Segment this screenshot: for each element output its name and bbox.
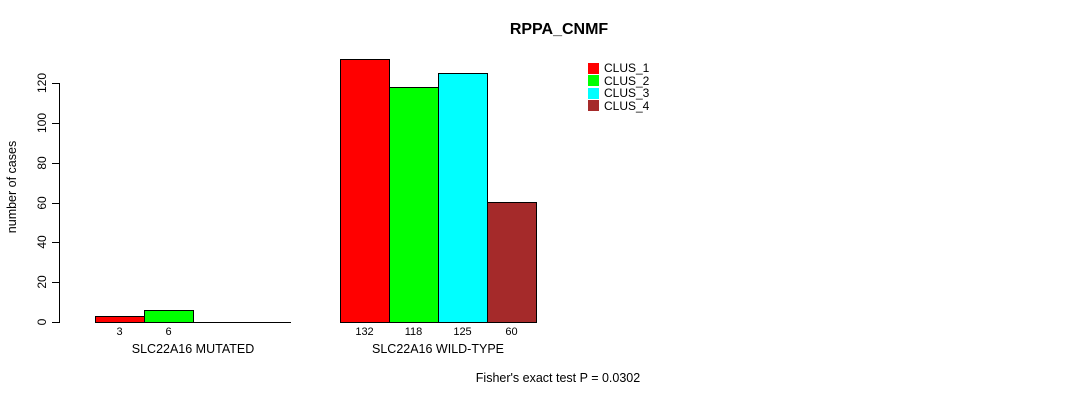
y-axis-line: [59, 83, 60, 323]
legend: CLUS_1 CLUS_2 CLUS_3 CLUS_4: [588, 62, 649, 112]
group-label: SLC22A16 WILD-TYPE: [372, 342, 504, 356]
y-axis-tick: [52, 202, 59, 204]
legend-swatch-icon: [588, 87, 599, 99]
y-axis-tick: [52, 83, 59, 84]
bar-clus_3: [438, 73, 488, 323]
chart-title: RPPA_CNMF: [509, 21, 609, 38]
bar-value-label: 6: [165, 326, 172, 338]
legend-label: CLUS_4: [604, 98, 650, 113]
fisher-test-annotation: Fisher's exact test P = 0.0302: [475, 371, 641, 385]
legend-label: CLUS_1: [604, 61, 650, 76]
y-axis-tick: [52, 322, 59, 323]
bar-clus_2: [389, 87, 439, 323]
y-axis-tick: [52, 242, 59, 244]
bar-value-label: 132: [355, 326, 374, 338]
y-axis-tick-label: 100: [35, 112, 49, 133]
y-axis-tick: [52, 162, 59, 164]
y-axis-tick-label: 120: [35, 72, 49, 94]
legend-swatch-icon: [588, 62, 599, 74]
y-axis-tick: [52, 282, 59, 284]
y-axis-tick-label: 40: [35, 235, 49, 250]
legend-item: CLUS_2: [588, 75, 649, 88]
bar-clus_1: [340, 59, 390, 323]
bar-value-label: 60: [505, 326, 518, 338]
legend-label: CLUS_2: [604, 73, 650, 88]
bar-value-label: 125: [453, 326, 472, 338]
legend-item: CLUS_4: [588, 100, 649, 113]
y-axis-tick-label: 20: [35, 275, 49, 289]
y-axis-tick-label: 60: [35, 195, 49, 210]
bar-value-label: 118: [404, 326, 423, 338]
legend-swatch-icon: [588, 100, 599, 112]
bar-clus_4: [487, 202, 537, 323]
legend-item: CLUS_1: [588, 62, 649, 75]
legend-item: CLUS_3: [588, 87, 649, 100]
legend-label: CLUS_3: [604, 86, 650, 101]
legend-swatch-icon: [588, 75, 599, 87]
bar-clus_2: [144, 310, 194, 323]
y-axis-tick-label: 80: [35, 155, 49, 170]
y-axis-tick-label: 0: [35, 318, 49, 326]
bar-value-label: 3: [116, 326, 123, 338]
y-axis-tick: [52, 122, 59, 124]
group-label: SLC22A16 MUTATED: [131, 342, 255, 356]
bar-clus_1: [95, 316, 145, 323]
